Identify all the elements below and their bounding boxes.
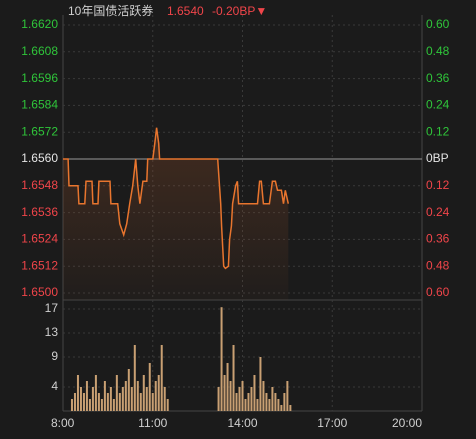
y2-tick-label: 0.12 bbox=[426, 178, 450, 192]
volume-bar bbox=[220, 307, 223, 411]
volume-bar bbox=[145, 387, 148, 411]
volume-bar bbox=[166, 399, 169, 411]
volume-bar bbox=[277, 399, 280, 411]
y-tick-label: 1.6560 bbox=[21, 151, 58, 165]
x-tick-label: 14:00 bbox=[227, 416, 257, 430]
volume-bar bbox=[229, 381, 232, 411]
volume-bar bbox=[118, 393, 121, 411]
y-tick-label: 1.6584 bbox=[21, 98, 58, 112]
y-tick-label: 1.6536 bbox=[21, 205, 58, 219]
x-tick-label: 17:00 bbox=[317, 416, 347, 430]
y-tick-label: 1.6524 bbox=[21, 232, 58, 246]
volume-bar bbox=[262, 381, 265, 411]
volume-bar bbox=[73, 393, 76, 411]
volume-bar bbox=[226, 363, 229, 411]
last-price: 1.6540 bbox=[167, 4, 204, 18]
volume-bar bbox=[250, 387, 253, 411]
volume-bar bbox=[217, 387, 220, 411]
volume-bar bbox=[130, 387, 133, 411]
volume-bar bbox=[103, 381, 106, 411]
volume-bar bbox=[133, 345, 136, 411]
price-area bbox=[63, 127, 289, 300]
volume-bar bbox=[109, 387, 112, 411]
volume-bar bbox=[70, 399, 73, 411]
volume-bar bbox=[244, 399, 247, 411]
volume-bar bbox=[286, 381, 289, 411]
volume-bar bbox=[106, 393, 109, 411]
y2-tick-label: 0.24 bbox=[426, 98, 450, 112]
volume-bar bbox=[148, 363, 151, 411]
y-tick-label: 4 bbox=[51, 379, 58, 393]
y2-tick-label: 0.48 bbox=[426, 44, 450, 58]
volume-bar bbox=[283, 393, 286, 411]
y2-tick-label: 0.60 bbox=[426, 285, 450, 299]
y-tick-label: 1.6500 bbox=[21, 285, 58, 299]
y-tick-label: 1.6596 bbox=[21, 71, 58, 85]
y2-tick-label: 0.12 bbox=[426, 124, 450, 138]
volume-bar bbox=[127, 369, 130, 411]
volume-bar bbox=[88, 399, 91, 411]
price-line bbox=[63, 127, 290, 270]
x-tick-label: 11:00 bbox=[138, 416, 167, 430]
volume-bar bbox=[124, 381, 127, 411]
x-tick-label: 8:00 bbox=[51, 416, 75, 430]
volume-bar bbox=[94, 375, 97, 411]
y2-tick-label: 0.48 bbox=[426, 258, 450, 272]
volume-bar bbox=[154, 381, 157, 411]
volume-bar bbox=[76, 375, 79, 411]
y-tick-label: 1.6512 bbox=[21, 258, 58, 272]
volume-bar bbox=[82, 393, 85, 411]
volume-bar bbox=[85, 381, 88, 411]
volume-bar bbox=[268, 399, 271, 411]
y2-tick-label: 0.36 bbox=[426, 71, 450, 85]
y2-tick-label: 0.24 bbox=[426, 205, 450, 219]
volume-bar bbox=[163, 387, 166, 411]
volume-bar bbox=[247, 393, 250, 411]
y2-tick-label: 0BP bbox=[426, 151, 449, 165]
y-tick-label: 1.6572 bbox=[21, 124, 58, 138]
volume-bar bbox=[136, 381, 139, 411]
y2-tick-label: 0.60 bbox=[426, 17, 450, 31]
volume-bar bbox=[121, 387, 124, 411]
chart-title: 10年国债活跃券 bbox=[68, 3, 153, 18]
volume-bar bbox=[139, 393, 142, 411]
x-tick-label: 20:00 bbox=[392, 416, 422, 430]
volume-bar bbox=[238, 387, 241, 411]
volume-bar bbox=[142, 375, 145, 411]
volume-bar bbox=[100, 399, 103, 411]
volume-bar bbox=[241, 381, 244, 411]
volume-bar bbox=[289, 405, 292, 411]
volume-bar bbox=[160, 345, 163, 411]
volume-bar bbox=[112, 399, 115, 411]
volume-bar bbox=[259, 357, 262, 411]
y-tick-label: 17 bbox=[45, 301, 59, 315]
y-tick-label: 1.6620 bbox=[21, 17, 58, 31]
volume-bar bbox=[115, 375, 118, 411]
volume-bar bbox=[256, 399, 259, 411]
price-change: -0.20BP▼ bbox=[212, 4, 267, 18]
volume-bar bbox=[280, 405, 283, 411]
volume-bar bbox=[274, 393, 277, 411]
volume-bar bbox=[232, 345, 235, 411]
y-tick-label: 1.6548 bbox=[21, 178, 58, 192]
volume-bar bbox=[253, 375, 256, 411]
volume-bar bbox=[91, 387, 94, 411]
volume-bar bbox=[151, 393, 154, 411]
y-tick-label: 13 bbox=[45, 325, 59, 339]
volume-bar bbox=[79, 387, 82, 411]
y-tick-label: 1.6608 bbox=[21, 44, 58, 58]
volume-bar bbox=[265, 393, 268, 411]
y-tick-label: 9 bbox=[51, 349, 58, 363]
volume-bar bbox=[235, 393, 238, 411]
volume-bar bbox=[223, 375, 226, 411]
volume-bar bbox=[157, 375, 160, 411]
volume-bar bbox=[271, 387, 274, 411]
volume-bar bbox=[97, 393, 100, 411]
y2-tick-label: 0.36 bbox=[426, 232, 450, 246]
